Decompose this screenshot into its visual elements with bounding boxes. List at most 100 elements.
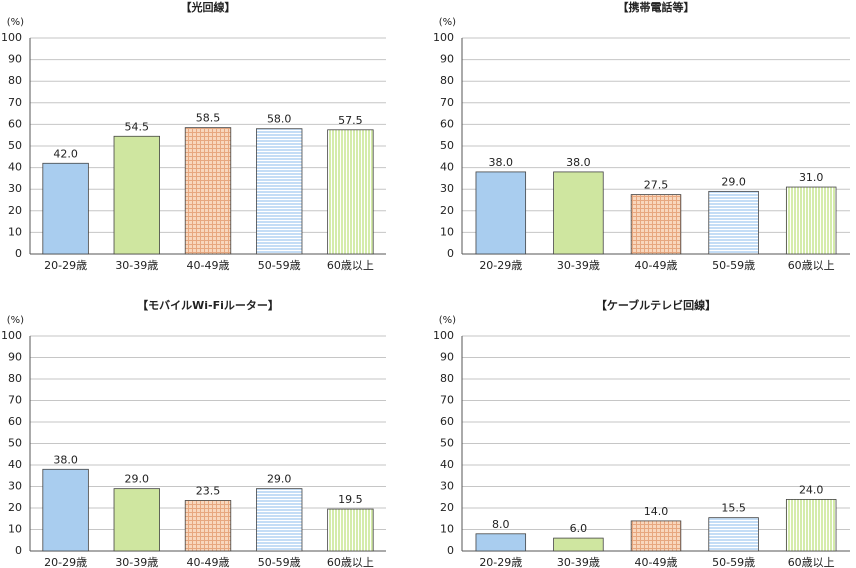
- chart-title: 【ケーブルテレビ回線】: [596, 298, 716, 312]
- x-category-label: 40-49歳: [635, 259, 678, 272]
- x-category-label: 60歳以上: [788, 556, 835, 568]
- y-axis-unit: (%): [7, 315, 24, 326]
- x-category-label: 50-59歳: [258, 259, 301, 272]
- bar: [113, 488, 160, 552]
- x-category-label: 20-29歳: [44, 259, 87, 272]
- y-tick-label: 40: [8, 161, 22, 174]
- y-tick-label: 70: [440, 96, 454, 109]
- y-tick-label: 80: [8, 74, 22, 87]
- bar: [113, 135, 160, 255]
- y-tick-label: 90: [440, 53, 454, 66]
- y-tick-label: 80: [440, 372, 454, 385]
- bar: [327, 129, 374, 255]
- y-tick-label: 50: [440, 139, 454, 152]
- data-label: 54.5: [125, 120, 150, 133]
- bar: [184, 500, 232, 552]
- y-tick-label: 100: [1, 329, 22, 342]
- x-category-label: 20-29歳: [479, 556, 522, 568]
- y-tick-label: 20: [440, 501, 454, 514]
- bar: [553, 171, 604, 255]
- chart-panel-3: 【モバイルWi-Fiルーター】 (%) 0 10 20 30 40 50 60 70 80 90 100…: [1, 299, 386, 568]
- y-tick-label: 30: [440, 480, 454, 493]
- y-axis-unit: (%): [439, 17, 456, 28]
- data-label: 19.5: [338, 493, 363, 506]
- bar: [553, 537, 604, 552]
- bar: [42, 162, 89, 255]
- x-category-label: 50-59歳: [258, 556, 301, 568]
- y-tick-label: 10: [440, 523, 454, 536]
- y-tick-label: 50: [8, 139, 22, 152]
- y-tick-label: 70: [8, 394, 22, 407]
- y-tick-label: 90: [440, 351, 454, 364]
- bar: [785, 186, 837, 255]
- bar: [42, 468, 89, 552]
- data-label: 24.0: [799, 483, 824, 496]
- y-tick-label: 50: [8, 437, 22, 450]
- x-category-label: 30-39歳: [115, 556, 158, 568]
- chart-panel-1: 【光回線】 (%) 0 10 20 30 40 50 60 70 80 90 100 42.0 20-29歳…: [1, 0, 386, 272]
- data-label: 38.0: [489, 156, 514, 169]
- chart-title: 【モバイルWi-Fiルーター】: [137, 299, 279, 312]
- y-tick-label: 10: [440, 225, 454, 238]
- data-label: 38.0: [53, 453, 78, 466]
- y-tick-label: 10: [8, 225, 22, 238]
- chart-title: 【光回線】: [181, 0, 236, 14]
- x-category-label: 30-39歳: [557, 259, 600, 272]
- bar: [184, 127, 232, 255]
- x-category-label: 40-49歳: [187, 259, 230, 272]
- data-label: 31.0: [799, 171, 824, 184]
- bar: [475, 171, 527, 255]
- data-label: 58.5: [196, 112, 221, 125]
- data-label: 14.0: [644, 505, 669, 518]
- y-tick-label: 40: [8, 458, 22, 471]
- y-tick-label: 30: [8, 480, 22, 493]
- data-label: 29.0: [267, 473, 292, 486]
- y-tick-label: 70: [8, 96, 22, 109]
- x-category-label: 40-49歳: [635, 556, 678, 568]
- chart-panel-4: 【ケーブルテレビ回線】 (%) 0 10 20 30 40 50 60 70 80 90 100 8.0 2…: [433, 298, 850, 568]
- y-tick-label: 80: [8, 372, 22, 385]
- y-tick-label: 70: [440, 394, 454, 407]
- data-label: 29.0: [125, 473, 150, 486]
- y-tick-label: 0: [447, 544, 454, 557]
- data-label: 8.0: [492, 518, 510, 531]
- y-tick-label: 30: [440, 182, 454, 195]
- x-category-label: 40-49歳: [187, 556, 230, 568]
- data-label: 6.0: [570, 522, 588, 535]
- x-category-label: 60歳以上: [327, 556, 374, 568]
- y-tick-label: 100: [433, 31, 454, 44]
- y-tick-label: 60: [440, 415, 454, 428]
- data-label: 42.0: [53, 147, 78, 160]
- y-tick-label: 100: [433, 329, 454, 342]
- y-tick-label: 20: [8, 501, 22, 514]
- y-tick-label: 80: [440, 74, 454, 87]
- y-tick-label: 60: [8, 415, 22, 428]
- x-category-label: 30-39歳: [557, 556, 600, 568]
- x-category-label: 50-59歳: [712, 259, 755, 272]
- y-tick-label: 20: [440, 204, 454, 217]
- data-label: 38.0: [566, 156, 591, 169]
- y-tick-label: 90: [8, 351, 22, 364]
- y-tick-label: 30: [8, 182, 22, 195]
- x-category-label: 50-59歳: [712, 556, 755, 568]
- bar: [475, 533, 527, 552]
- y-tick-label: 60: [8, 117, 22, 130]
- chart-title: 【携帯電話等】: [618, 0, 695, 14]
- bar: [708, 190, 759, 255]
- x-category-label: 20-29歳: [479, 259, 522, 272]
- y-tick-label: 40: [440, 161, 454, 174]
- bar: [708, 517, 759, 552]
- data-label: 27.5: [644, 179, 669, 192]
- x-category-label: 30-39歳: [115, 259, 158, 272]
- y-tick-label: 60: [440, 117, 454, 130]
- y-tick-label: 10: [8, 523, 22, 536]
- bar: [785, 498, 837, 552]
- chart-panel-2: 【携帯電話等】 (%) 0 10 20 30 40 50 60 70 80 90 100 38.0 20-2…: [433, 0, 850, 272]
- data-label: 29.0: [721, 175, 746, 188]
- data-label: 57.5: [338, 114, 363, 127]
- y-tick-label: 50: [440, 437, 454, 450]
- y-tick-label: 90: [8, 53, 22, 66]
- y-tick-label: 0: [15, 544, 22, 557]
- y-axis-unit: (%): [7, 17, 24, 28]
